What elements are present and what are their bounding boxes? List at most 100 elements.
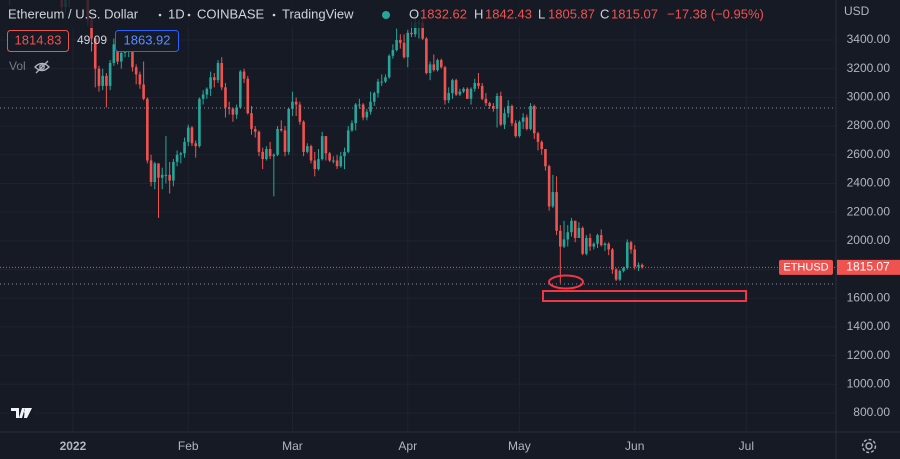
- candle-body: [346, 130, 350, 152]
- ticker-box: [779, 259, 833, 275]
- candle-body: [480, 85, 484, 99]
- x-tick-label: 2022: [60, 439, 87, 453]
- buy-price[interactable]: 1863.92: [124, 32, 171, 47]
- candle-body: [164, 174, 168, 176]
- candle-body: [175, 154, 179, 162]
- candle-body: [291, 101, 294, 109]
- candle-body: [428, 64, 432, 73]
- spread: 49.09: [77, 33, 107, 47]
- sell-button[interactable]: [7, 30, 69, 52]
- candle-body: [149, 160, 153, 183]
- candle-body: [138, 74, 142, 85]
- candle-body: [157, 163, 160, 178]
- candle-body: [413, 22, 417, 35]
- tradingview-logo[interactable]: [10, 405, 34, 421]
- candle-body: [410, 32, 413, 35]
- y-tick-label: 2800.00: [847, 118, 891, 132]
- header-bg: [0, 0, 830, 28]
- candle-body: [399, 39, 402, 43]
- candle-body: [544, 149, 547, 167]
- y-tick-label: 1400.00: [847, 319, 891, 333]
- candle-body: [629, 242, 633, 250]
- candle-body: [573, 220, 577, 238]
- candle-body: [547, 166, 551, 207]
- volume-label: Vol: [9, 59, 26, 73]
- y-tick-label: 800.00: [853, 405, 890, 419]
- candle-body: [555, 192, 558, 231]
- candle-body: [276, 128, 279, 155]
- last-price-tag: ETHUSD 1815.07: [0, 260, 900, 275]
- symbol: Ethereum / U.S. Dollar: [8, 6, 139, 21]
- axes: 800.001000.001200.001400.001600.001800.0…: [60, 32, 891, 453]
- candle-body: [525, 117, 529, 129]
- candle-body: [618, 270, 622, 280]
- candle-body: [540, 141, 544, 150]
- candle-body: [495, 95, 499, 109]
- candle-body: [201, 94, 205, 99]
- candle-body: [220, 62, 224, 88]
- separator: [187, 13, 191, 17]
- candle-body: [146, 98, 149, 161]
- candle-body: [216, 62, 220, 81]
- y-tick-label: 1200.00: [847, 348, 891, 362]
- candle-body: [380, 81, 384, 83]
- candle-body: [194, 143, 197, 147]
- rectangle-drawing: [542, 290, 747, 302]
- sell-price[interactable]: 1814.83: [15, 32, 62, 47]
- candle-body: [529, 105, 532, 129]
- candle-body: [320, 136, 324, 160]
- candle-body: [190, 127, 194, 144]
- candle-body: [101, 75, 104, 86]
- candle-body: [451, 80, 454, 94]
- candle-body: [625, 242, 629, 269]
- hide-icon[interactable]: [34, 60, 50, 74]
- y-tick-label: 2400.00: [847, 176, 891, 190]
- candle-body: [250, 113, 253, 129]
- candle-body: [577, 227, 581, 238]
- candle-body: [611, 249, 614, 270]
- candle-body: [596, 235, 599, 244]
- y-tick-label: 1000.00: [847, 376, 891, 390]
- candle-body: [153, 163, 157, 183]
- x-tick-label: Jul: [739, 439, 754, 453]
- candle-body: [93, 38, 97, 69]
- candle-body: [640, 264, 644, 268]
- candle-body: [335, 160, 339, 167]
- candle-body: [421, 22, 424, 39]
- settings-icon[interactable]: [861, 438, 877, 454]
- candle-body: [551, 192, 555, 207]
- candle-body: [283, 130, 287, 152]
- candle-body: [592, 243, 596, 247]
- ellipse-drawing: [548, 274, 584, 290]
- ohlc-label: O: [409, 6, 419, 21]
- candle-body: [339, 156, 343, 167]
- buy-button[interactable]: [115, 30, 179, 52]
- x-tick-label: Jun: [625, 439, 644, 453]
- price-box: [837, 259, 900, 275]
- y-tick-label: 3200.00: [847, 61, 891, 75]
- candle-body: [97, 68, 101, 86]
- candle-body: [235, 107, 238, 115]
- candle-body: [328, 153, 331, 161]
- candle-body: [209, 77, 212, 89]
- candle-body: [614, 269, 618, 280]
- candle-body: [462, 88, 465, 92]
- candle-body: [168, 174, 171, 181]
- candle-body: [350, 123, 354, 131]
- candle-body: [112, 44, 116, 63]
- candle-body: [257, 131, 261, 152]
- candle-body: [488, 103, 491, 106]
- candle-body: [425, 38, 428, 73]
- y-tick-label: 3400.00: [847, 32, 891, 46]
- ohlc-label: C: [600, 6, 609, 21]
- candle-body: [465, 88, 469, 99]
- separator: [272, 13, 276, 17]
- separator: [158, 13, 162, 17]
- candle-body: [622, 268, 625, 271]
- candle-body: [477, 83, 480, 86]
- candle-body: [231, 108, 235, 115]
- grid: [0, 0, 836, 432]
- candle-body: [506, 105, 510, 114]
- open-value: 1832.62: [420, 6, 467, 21]
- y-tick-label: 3000.00: [847, 90, 891, 104]
